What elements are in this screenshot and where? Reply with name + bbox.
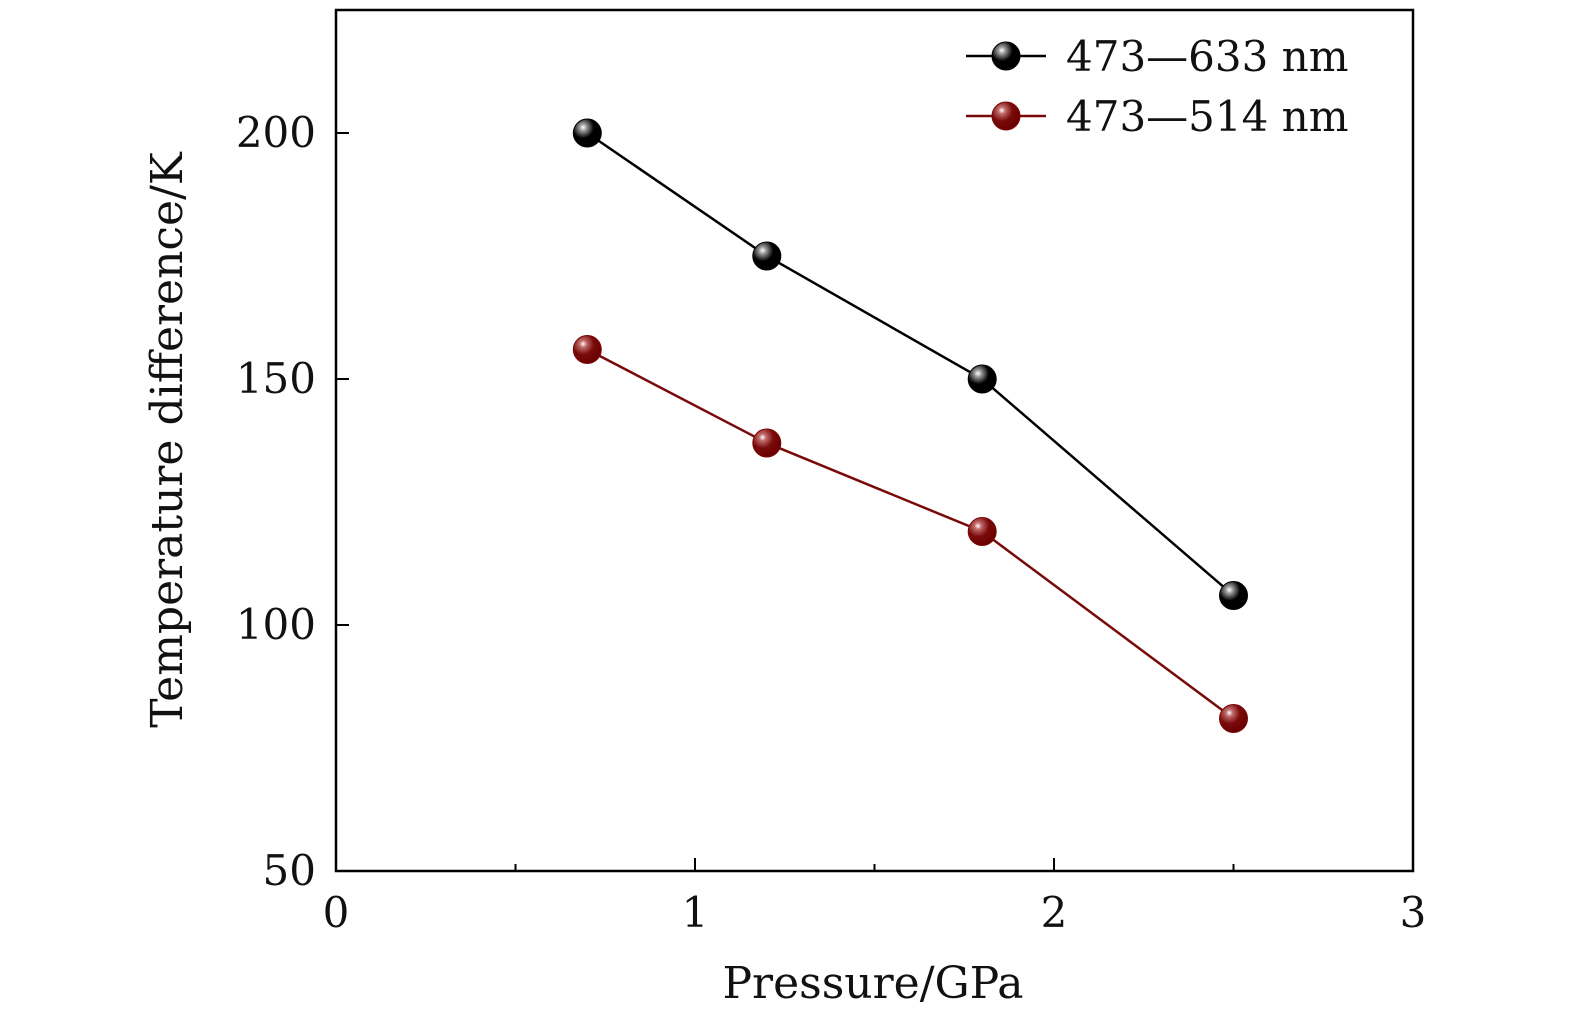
x-tick-label: 2 [1041,888,1068,937]
y-tick-label: 150 [236,354,316,403]
x-tick-label: 3 [1400,888,1427,937]
series-1-point [1219,580,1248,610]
x-tick-label: 0 [323,888,350,937]
x-axis-label: Pressure/GPa [722,958,1023,1009]
legend-marker-2 [991,101,1021,131]
series-2-point [572,334,602,364]
legend: 473—633 nm 473—514 nm [966,32,1349,141]
series-1-point [572,118,602,148]
series-1-point [752,241,782,271]
y-axis-label: Temperature difference/K [142,151,193,728]
plot-area: 0 1 2 3 50 100 150 200 [236,8,1427,937]
series-line-2 [586,348,1235,720]
legend-label-2: 473—514 nm [1066,92,1349,141]
y-tick-label: 50 [263,846,316,895]
y-tick-label: 200 [236,108,316,157]
series-1-point [967,364,997,394]
series-line-1 [586,131,1235,597]
x-tick-label: 1 [682,888,709,937]
y-tick-label: 100 [236,600,316,649]
series-2-point [967,517,997,547]
series-2-point [1219,703,1248,733]
legend-label-1: 473—633 nm [1066,32,1349,81]
legend-marker-1 [991,41,1021,71]
series-2-point [752,428,782,458]
